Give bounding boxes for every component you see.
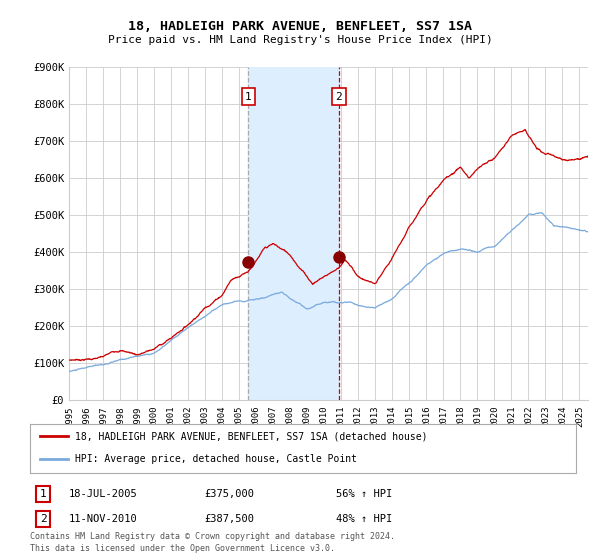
Bar [248, 67, 339, 400]
Text: This data is licensed under the Open Government Licence v3.0.: This data is licensed under the Open Gov… [30, 544, 335, 553]
Text: Contains HM Land Registry data © Crown copyright and database right 2024.: Contains HM Land Registry data © Crown c… [30, 532, 395, 541]
Text: 56% ↑ HPI: 56% ↑ HPI [336, 489, 392, 499]
Text: 11-NOV-2010: 11-NOV-2010 [69, 514, 138, 524]
Text: 18, HADLEIGH PARK AVENUE, BENFLEET, SS7 1SA: 18, HADLEIGH PARK AVENUE, BENFLEET, SS7 … [128, 20, 472, 32]
Text: 2: 2 [335, 92, 342, 102]
Text: HPI: Average price, detached house, Castle Point: HPI: Average price, detached house, Cast… [75, 454, 357, 464]
Text: 1: 1 [245, 92, 252, 102]
Text: £375,000: £375,000 [204, 489, 254, 499]
Text: 1: 1 [40, 489, 47, 499]
Text: £387,500: £387,500 [204, 514, 254, 524]
Text: 18-JUL-2005: 18-JUL-2005 [69, 489, 138, 499]
Text: 48% ↑ HPI: 48% ↑ HPI [336, 514, 392, 524]
Text: 18, HADLEIGH PARK AVENUE, BENFLEET, SS7 1SA (detached house): 18, HADLEIGH PARK AVENUE, BENFLEET, SS7 … [75, 431, 427, 441]
Text: Price paid vs. HM Land Registry's House Price Index (HPI): Price paid vs. HM Land Registry's House … [107, 35, 493, 45]
Text: 2: 2 [40, 514, 47, 524]
